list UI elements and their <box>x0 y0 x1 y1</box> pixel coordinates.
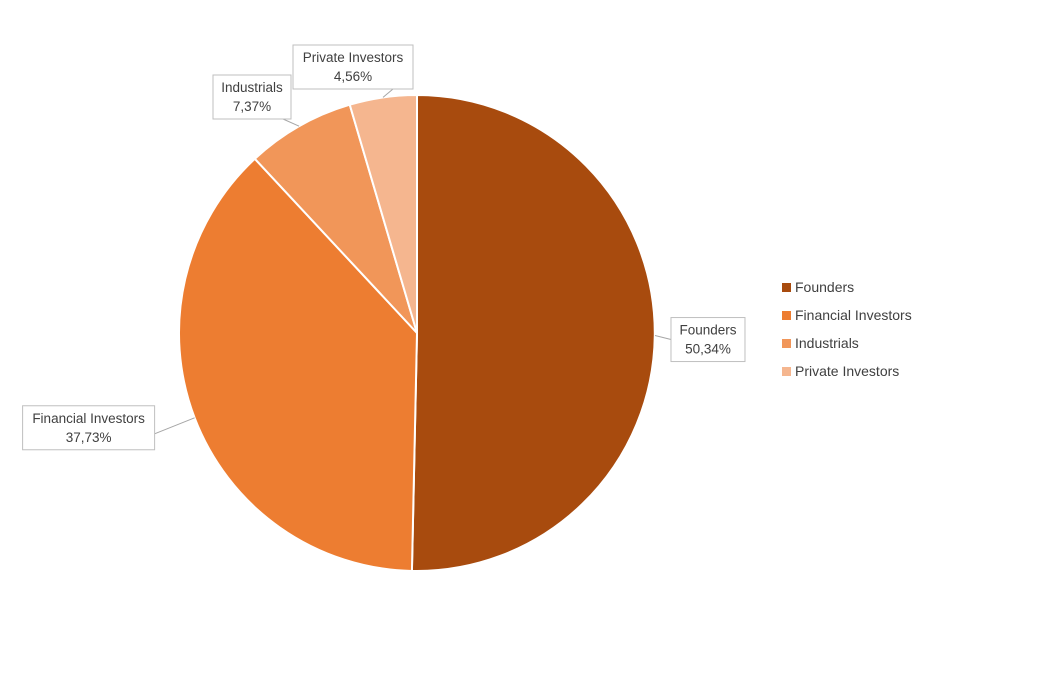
pie-slice-industrials <box>253 103 418 334</box>
legend-item-industrials: Industrials <box>782 335 859 351</box>
legend-swatch <box>782 283 791 292</box>
leader-line <box>654 335 672 340</box>
legend-item-private-investors: Private Investors <box>782 363 899 379</box>
data-label-category: Financial Investors <box>32 411 145 426</box>
leader-line <box>382 88 394 98</box>
pie-slice-financial-investors <box>178 157 419 572</box>
data-label-value: 37,73% <box>66 430 112 445</box>
data-label-value: 4,56% <box>334 69 372 84</box>
pie-slices <box>178 93 656 572</box>
data-label-box <box>292 44 414 90</box>
legend-label: Industrials <box>795 335 859 351</box>
data-label-private-investors: Private Investors 4,56% <box>292 44 414 98</box>
leader-line <box>154 417 195 435</box>
legend-swatch <box>782 311 791 320</box>
data-label-founders: Founders 50,34% <box>654 317 746 363</box>
data-label-financial-investors: Financial Investors 37,73% <box>22 405 195 451</box>
legend-item-founders: Founders <box>782 279 854 295</box>
legend-label: Financial Investors <box>795 307 912 323</box>
leader-line <box>282 118 300 127</box>
legend-label: Private Investors <box>795 363 899 379</box>
data-label-box <box>670 317 746 363</box>
pie-slice-private-investors <box>348 93 418 334</box>
data-label-category: Private Investors <box>303 50 404 65</box>
legend-item-financial-investors: Financial Investors <box>782 307 912 323</box>
pie-slice-founders <box>410 93 656 572</box>
data-label-box <box>212 74 292 120</box>
legend-swatch <box>782 339 791 348</box>
legend-label: Founders <box>795 279 854 295</box>
data-label-value: 7,37% <box>233 99 271 114</box>
data-label-value: 50,34% <box>685 342 731 357</box>
data-label-callouts: Founders 50,34% Financial Investors 37,73% I… <box>22 44 746 451</box>
data-label-category: Industrials <box>221 80 283 95</box>
legend: Founders Financial Investors Industrials Pr… <box>782 279 912 379</box>
data-label-industrials: Industrials 7,37% <box>212 74 300 127</box>
legend-swatch <box>782 367 791 376</box>
data-label-category: Founders <box>679 323 736 338</box>
data-label-box <box>22 405 156 451</box>
